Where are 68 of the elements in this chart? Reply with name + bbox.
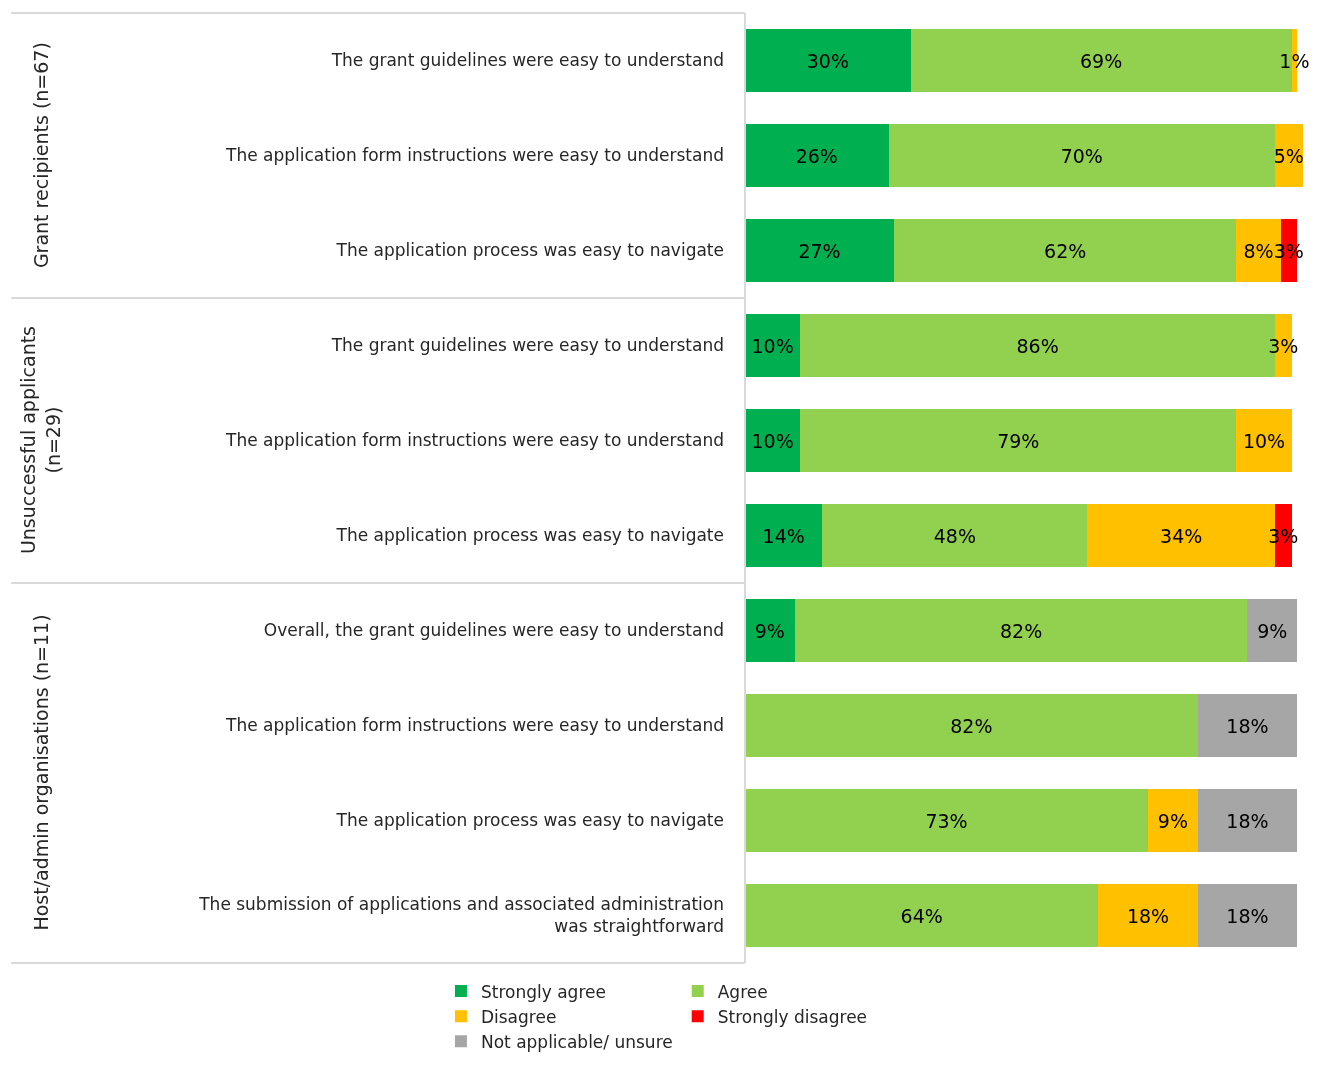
bar [800,409,1237,472]
y-tick-label: The application process was easy to navigate [335,240,724,261]
data-label: 9% [1257,619,1288,642]
text: Host/admin organisations (n=11) [29,614,52,931]
legend-label: Strongly agree [480,981,606,1002]
data-label: 8% [1243,239,1274,262]
data-label: 86% [1016,334,1059,357]
data-label: 79% [997,429,1040,452]
bar [1247,599,1298,662]
legend-label: Disagree [480,1006,557,1027]
data-label: 64% [900,904,943,927]
bar [745,599,795,662]
bar [1197,694,1298,757]
data-label: 9% [754,619,785,642]
legend-label: Strongly disagree [717,1006,868,1027]
data-label: 70% [1060,144,1103,167]
bar [745,124,889,187]
y-tick-label: The application form instructions were easy to understand [225,715,724,736]
bar [745,884,1099,947]
bar [822,504,1088,567]
data-label: 48% [933,524,976,547]
data-label: 18% [1226,809,1269,832]
data-label: 5% [1273,144,1304,167]
bar [794,599,1248,662]
bar [1275,124,1303,187]
data-label: 30% [806,49,849,72]
legend-label: Agree [717,981,768,1002]
bar [888,124,1276,187]
bar [745,694,1198,757]
bar [745,789,1149,852]
text: Unsuccessful applicants (n=29) [17,325,64,555]
data-label: 18% [1126,904,1170,927]
data-label: 18% [1226,904,1269,927]
data-label: 14% [762,524,805,547]
bar [745,504,823,567]
y-tick-label: The grant guidelines were easy to understand [330,335,724,356]
data-label: 69% [1080,49,1123,72]
data-label: 18% [1226,714,1269,737]
bar [745,29,911,92]
y-tick-label: The application form instructions were easy to understand [225,430,724,451]
data-label: 73% [925,809,968,832]
data-label: 34% [1160,524,1203,547]
y-tick-label: The submission of applications and associated administration was straightforward [198,894,724,937]
data-label: 10% [1242,429,1286,452]
data-label: 9% [1157,809,1188,832]
y-tick-label: The application process was easy to navigate [335,810,724,831]
bar [1236,409,1292,472]
data-label: 62% [1044,239,1087,262]
bar [1098,884,1198,947]
data-label: 26% [795,144,838,167]
text: Grant recipients (n=67) [30,42,53,269]
data-label: 27% [798,239,841,262]
data-label: 10% [751,429,794,452]
y-tick-label: The grant guidelines were easy to understand [330,50,724,71]
data-label: 82% [950,714,993,737]
y-tick-label: The application process was easy to navigate [335,525,724,546]
legend-label: Not applicable/ unsure [480,1031,673,1052]
data-label: 10% [751,334,794,357]
y-tick-label: Overall, the grant guidelines were easy to understand [263,620,724,641]
bar [745,219,895,282]
bar [745,409,801,472]
bar [1148,789,1198,852]
data-label: 82% [999,619,1043,642]
bar [894,219,1237,282]
bar [1197,789,1298,852]
y-tick-label: The application form instructions were easy to understand [225,145,724,166]
bar [745,314,801,377]
bar [1197,884,1298,947]
